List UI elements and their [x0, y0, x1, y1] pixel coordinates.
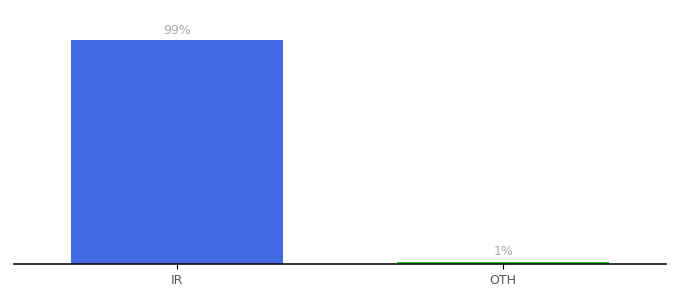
Bar: [71, 40, 283, 264]
Bar: [397, 262, 609, 264]
Text: 1%: 1%: [493, 245, 513, 258]
Text: 99%: 99%: [163, 23, 190, 37]
